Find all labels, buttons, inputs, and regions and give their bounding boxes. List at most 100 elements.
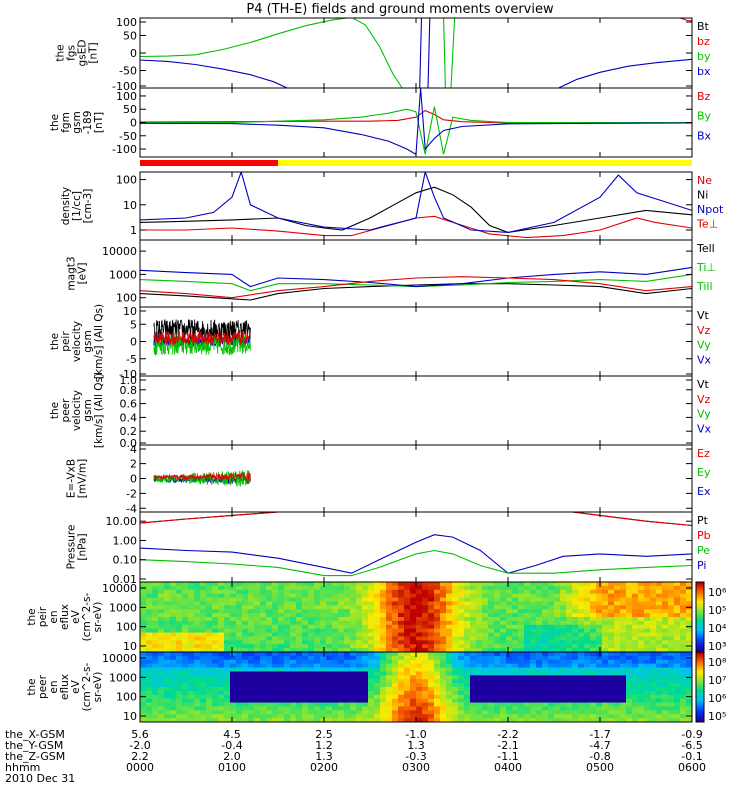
heatmap-cell (428, 706, 435, 711)
heatmap-cell (302, 636, 309, 641)
heatmap-cell (494, 593, 501, 599)
heatmap-cell (470, 694, 477, 700)
heatmap-cell (164, 601, 171, 606)
heatmap-cell (632, 698, 639, 704)
heatmap-cell (350, 718, 357, 722)
heatmap-cell (518, 644, 525, 649)
heatmap-cell (200, 593, 207, 599)
heatmap-cell (272, 683, 279, 688)
heatmap-cell (398, 714, 405, 719)
heatmap-cell (494, 640, 501, 645)
heatmap-cell (470, 690, 477, 696)
heatmap-cell (350, 632, 357, 638)
heatmap-cell (416, 718, 423, 722)
heatmap-cell (662, 663, 669, 669)
heatmap-cell (608, 624, 615, 630)
heatmap-cell (632, 671, 639, 676)
heatmap-cell (284, 714, 291, 719)
heatmap-cell (524, 667, 531, 673)
heatmap-cell (182, 601, 189, 606)
heatmap-cell (332, 671, 339, 676)
heatmap-cell (314, 582, 321, 587)
heatmap-cell (218, 597, 225, 603)
heatmap-cell (650, 624, 657, 630)
y-axis-label-line: peir (60, 331, 72, 352)
y-axis-label-line: gsm (82, 399, 94, 421)
heatmap-cell (440, 687, 447, 692)
heatmap-cell (272, 667, 279, 673)
heatmap-cell (404, 597, 411, 603)
x-row-value: 2.0 (223, 750, 241, 763)
heatmap-cell (200, 655, 207, 661)
heatmap-cell (584, 655, 591, 661)
heatmap-cell (392, 648, 399, 652)
heatmap-cell (206, 679, 213, 684)
heatmap-cell (416, 694, 423, 700)
heatmap-cell (596, 667, 603, 673)
heatmap-cell (524, 617, 531, 622)
heatmap-cell (236, 690, 243, 696)
heatmap-cell (548, 698, 555, 704)
heatmap-cell (602, 718, 609, 722)
heatmap-cell (338, 690, 345, 696)
heatmap-cell (506, 632, 513, 638)
heatmap-cell (368, 624, 375, 630)
y-axis-label-line: [nPa] (77, 533, 89, 560)
heatmap-cell (518, 714, 525, 719)
heatmap-cell (290, 659, 297, 665)
heatmap-cell (596, 671, 603, 676)
heatmap-cell (248, 636, 255, 641)
heatmap-cell (644, 644, 651, 649)
heatmap-cell (524, 613, 531, 618)
heatmap-cell (398, 597, 405, 603)
heatmap-cell (524, 644, 531, 649)
heatmap-cell (662, 620, 669, 626)
heatmap-cell (296, 671, 303, 676)
heatmap-cell (488, 659, 495, 665)
heatmap-cell (260, 613, 267, 618)
x-tick-label: 0600 (678, 761, 706, 774)
heatmap-cell (164, 644, 171, 649)
heatmap-cell (518, 679, 525, 684)
heatmap-cell (548, 706, 555, 711)
heatmap-cell (236, 702, 243, 708)
heatmap-cell (458, 632, 465, 638)
heatmap-cell (404, 710, 411, 715)
heatmap-cell (278, 671, 285, 676)
heatmap-cell (548, 694, 555, 700)
heatmap-cell (428, 640, 435, 645)
heatmap-cell (452, 640, 459, 645)
heatmap-cell (398, 683, 405, 688)
heatmap-cell (284, 589, 291, 595)
heatmap-cell (224, 585, 231, 591)
colorbar-step (696, 596, 704, 599)
heatmap-cell (170, 601, 177, 606)
heatmap-cell (386, 706, 393, 711)
heatmap-cell (578, 663, 585, 669)
heatmap-cell (380, 597, 387, 603)
heatmap-cell (344, 601, 351, 606)
heatmap-cell (542, 593, 549, 599)
heatmap-cell (230, 687, 237, 692)
heatmap-cell (416, 620, 423, 626)
y-axis-label-line: [km/s] (All Qs) (93, 304, 105, 379)
colorbar-step (696, 649, 704, 653)
heatmap-cell (590, 659, 597, 665)
heatmap-cell (446, 648, 453, 652)
heatmap-cell (572, 605, 579, 610)
heatmap-cell (176, 624, 183, 630)
heatmap-cell (236, 628, 243, 634)
heatmap-cell (176, 718, 183, 722)
heatmap-cell (602, 714, 609, 719)
heatmap-cell (326, 671, 333, 676)
heatmap-cell (458, 710, 465, 715)
heatmap-cell (620, 585, 627, 591)
heatmap-cell (326, 663, 333, 669)
heatmap-cell (584, 659, 591, 665)
heatmap-cell (194, 702, 201, 708)
heatmap-cell (362, 593, 369, 599)
heatmap-cell (212, 714, 219, 719)
heatmap-cell (428, 644, 435, 649)
heatmap-cell (248, 683, 255, 688)
heatmap-cell (254, 687, 261, 692)
